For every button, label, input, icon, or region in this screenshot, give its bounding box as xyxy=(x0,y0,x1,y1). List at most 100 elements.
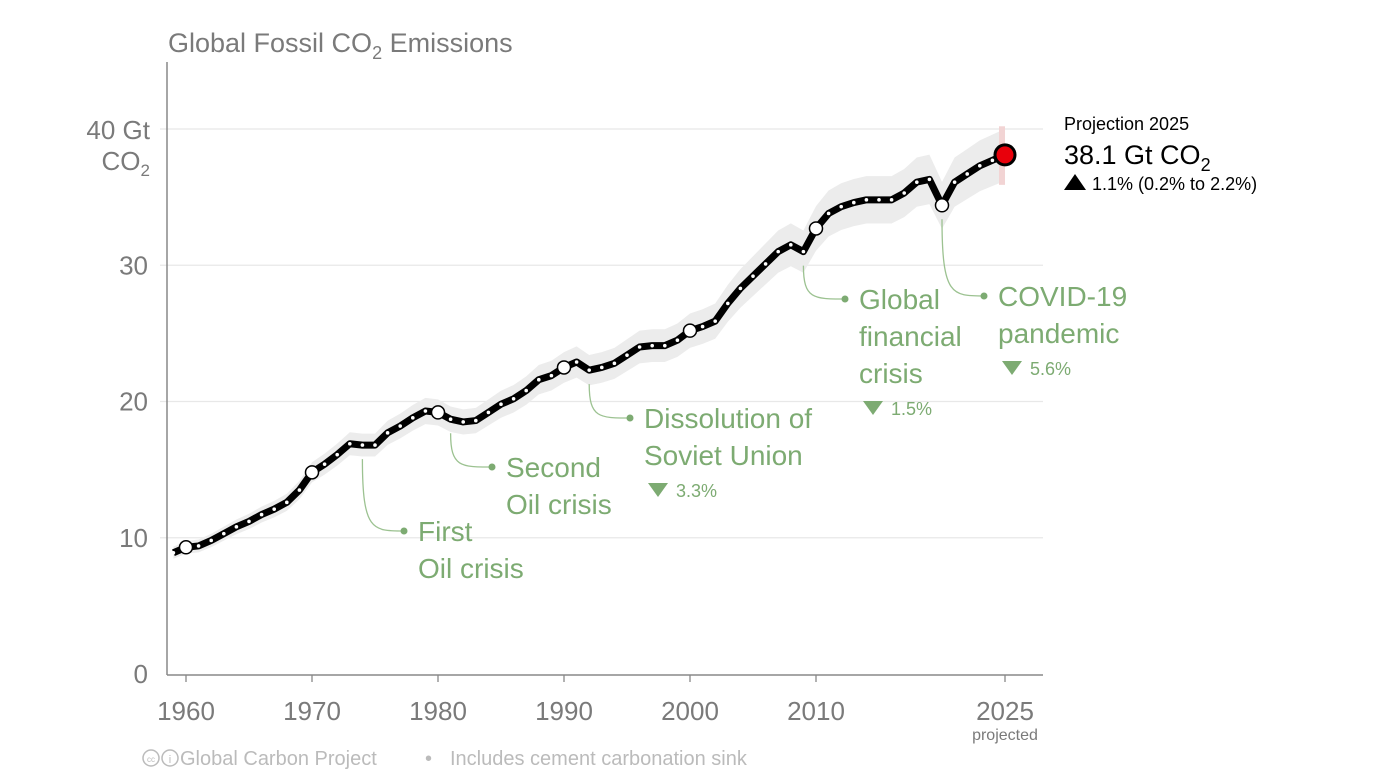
chart-title: Global Fossil CO2 Emissions xyxy=(168,28,513,63)
year-point xyxy=(348,441,352,446)
annotation-label: Second xyxy=(506,452,601,483)
year-point xyxy=(448,417,453,422)
year-point xyxy=(524,388,528,393)
projection-heading: Projection 2025 xyxy=(1064,114,1189,134)
annotation-dot xyxy=(626,414,634,422)
year-point xyxy=(978,163,982,168)
annotation-label: Oil crisis xyxy=(418,553,524,584)
year-point xyxy=(927,177,932,182)
x-tick-label: 1980 xyxy=(409,696,467,726)
y-axis-label-unit: CO2 xyxy=(102,146,150,180)
year-point xyxy=(915,180,919,184)
triangle-down-icon xyxy=(1002,361,1022,375)
triangle-down-icon xyxy=(648,483,668,497)
x-tick-label: 1990 xyxy=(535,696,593,726)
year-point xyxy=(461,420,466,424)
year-point xyxy=(839,204,843,209)
decade-point xyxy=(934,198,950,213)
annotation-label: First xyxy=(418,516,473,547)
year-point xyxy=(965,172,969,176)
year-point xyxy=(322,462,327,466)
year-point xyxy=(612,361,617,366)
annotation-label: Oil crisis xyxy=(506,489,612,520)
year-point xyxy=(574,360,579,364)
year-point xyxy=(675,338,680,342)
annotation-leader xyxy=(361,459,405,532)
year-point xyxy=(411,416,415,420)
year-point xyxy=(537,377,541,382)
annotation-label: pandemic xyxy=(998,318,1119,349)
footer-note: Includes cement carbonation sink xyxy=(450,748,748,770)
y-tick-label: 20 xyxy=(119,387,148,417)
year-point xyxy=(789,243,793,247)
triangle-down-icon xyxy=(863,401,883,415)
triangle-up-icon xyxy=(1064,174,1086,190)
y-tick-label: 10 xyxy=(119,523,148,553)
year-point xyxy=(499,402,503,407)
annotation-dot xyxy=(980,292,988,300)
decade-point xyxy=(556,360,572,375)
year-point xyxy=(486,410,491,415)
year-point xyxy=(877,198,881,202)
year-point xyxy=(864,198,869,202)
creative-commons-icon: cc i xyxy=(142,749,179,767)
year-point xyxy=(751,274,755,278)
svg-text:cc: cc xyxy=(147,755,155,764)
annotation-percent: 1.5% xyxy=(891,399,932,419)
year-point xyxy=(852,200,856,205)
annotation-dot xyxy=(488,463,496,471)
annotation-dot xyxy=(400,527,408,535)
year-point xyxy=(549,373,554,378)
year-point xyxy=(222,531,226,536)
projection-change: 1.1% (0.2% to 2.2%) xyxy=(1092,174,1257,194)
year-point xyxy=(902,191,906,195)
year-point xyxy=(700,324,705,329)
year-point xyxy=(726,301,730,306)
year-point xyxy=(776,249,780,254)
year-point xyxy=(335,452,340,457)
annotation-label: financial xyxy=(859,321,962,352)
x-tick-label: 2000 xyxy=(661,696,719,726)
annotation-percent: 5.6% xyxy=(1030,359,1071,379)
annotation-label: Global xyxy=(859,284,940,315)
year-point xyxy=(713,319,717,323)
projection-label: Projection 2025 38.1 Gt CO2 1.1% (0.2% t… xyxy=(1064,114,1257,194)
year-point xyxy=(763,262,768,266)
annotation-label: crisis xyxy=(859,358,923,389)
year-point xyxy=(889,198,894,202)
year-point xyxy=(625,353,629,357)
year-point xyxy=(600,365,604,370)
year-point xyxy=(209,538,213,543)
annotation-label: COVID-19 xyxy=(998,281,1127,312)
year-point xyxy=(738,286,743,291)
decade-point xyxy=(682,323,698,338)
year-point xyxy=(297,488,302,492)
year-point xyxy=(474,418,478,423)
year-point xyxy=(511,396,516,401)
footer-source: Global Carbon Project xyxy=(180,748,377,770)
year-point xyxy=(398,424,403,428)
year-point xyxy=(171,550,176,555)
y-tick-label: 0 xyxy=(134,659,148,689)
annotation-percent: 3.3% xyxy=(676,481,717,501)
decade-point xyxy=(304,465,320,480)
annotation-leader xyxy=(449,433,493,468)
y-axis-label-top: 40 Gt xyxy=(86,115,150,145)
year-point xyxy=(650,343,654,348)
year-point xyxy=(285,500,289,505)
year-point xyxy=(259,512,264,517)
year-point xyxy=(587,368,591,372)
annotation-dot xyxy=(841,295,849,303)
annotation-label: Dissolution of xyxy=(644,403,812,434)
footer-separator: • xyxy=(425,748,432,770)
year-point xyxy=(423,409,428,413)
y-tick-label: 30 xyxy=(119,250,148,280)
projection-value: 38.1 Gt CO2 xyxy=(1064,140,1211,175)
year-point xyxy=(637,345,642,349)
annotation-leader xyxy=(941,219,985,297)
decade-point xyxy=(808,221,824,236)
x-tick-label: 2025 xyxy=(976,696,1034,726)
year-point xyxy=(373,443,377,447)
year-point xyxy=(385,431,390,435)
